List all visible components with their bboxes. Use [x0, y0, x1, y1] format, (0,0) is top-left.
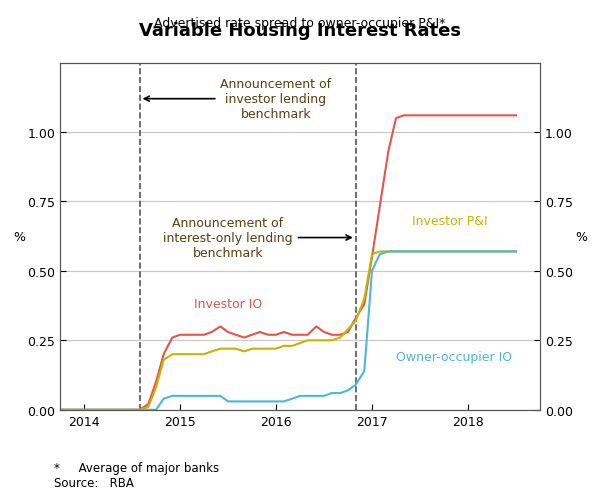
Y-axis label: %: % — [13, 230, 25, 243]
Text: Investor P&I: Investor P&I — [412, 215, 488, 228]
Text: *     Average of major banks: * Average of major banks — [54, 461, 219, 474]
Text: Investor IO: Investor IO — [194, 297, 263, 310]
Text: Source:   RBA: Source: RBA — [54, 476, 134, 488]
Text: Variable Housing Interest Rates: Variable Housing Interest Rates — [139, 22, 461, 40]
Text: Announcement of
investor lending
benchmark: Announcement of investor lending benchma… — [145, 78, 332, 121]
Y-axis label: %: % — [575, 230, 587, 243]
Text: Owner-occupier IO: Owner-occupier IO — [396, 351, 512, 364]
Title: Advertised rate spread to owner-occupier P&I*: Advertised rate spread to owner-occupier… — [154, 18, 446, 30]
Text: Announcement of
interest-only lending
benchmark: Announcement of interest-only lending be… — [163, 217, 351, 260]
